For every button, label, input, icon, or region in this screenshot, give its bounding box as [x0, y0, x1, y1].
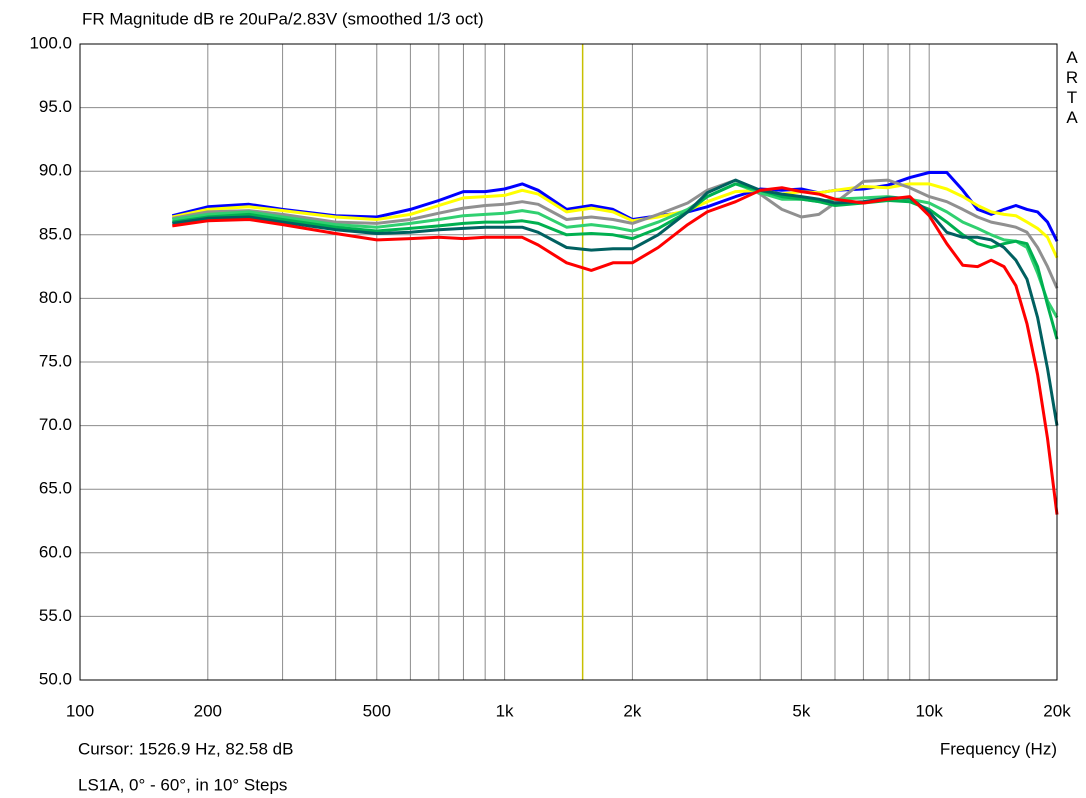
- series-line: [172, 178, 1059, 426]
- x-tick-label: 20k: [1043, 701, 1071, 720]
- series-line: [172, 182, 1059, 319]
- cursor-readout: Cursor: 1526.9 Hz, 82.58 dB: [78, 739, 293, 758]
- x-tick-label: 1k: [496, 701, 514, 720]
- y-tick-label: 80.0: [39, 288, 72, 307]
- y-tick-label: 95.0: [39, 97, 72, 116]
- x-tick-label: 10k: [915, 701, 943, 720]
- series-line: [172, 182, 1059, 340]
- x-axis-label: Frequency (Hz): [940, 739, 1057, 758]
- x-tick-label: 500: [363, 701, 391, 720]
- y-tick-label: 70.0: [39, 415, 72, 434]
- y-tick-label: 65.0: [39, 479, 72, 498]
- x-tick-label: 200: [194, 701, 222, 720]
- series-line: [172, 186, 1059, 515]
- x-tick-label: 100: [66, 701, 94, 720]
- plot-frame: [79, 43, 1058, 681]
- series-line: [171, 171, 1059, 242]
- x-tick-label: 5k: [792, 701, 810, 720]
- watermark: ARTA: [1063, 48, 1082, 128]
- y-tick-label: 75.0: [39, 351, 72, 370]
- y-tick-label: 100.0: [29, 33, 72, 52]
- y-tick-label: 55.0: [39, 606, 72, 625]
- y-tick-label: 85.0: [39, 224, 72, 243]
- x-tick-label: 2k: [623, 701, 641, 720]
- y-tick-label: 50.0: [39, 669, 72, 688]
- series-line: [171, 182, 1059, 259]
- y-tick-label: 90.0: [39, 161, 72, 180]
- y-tick-label: 60.0: [39, 542, 72, 561]
- caption: LS1A, 0° - 60°, in 10° Steps: [78, 775, 287, 794]
- chart-title: FR Magnitude dB re 20uPa/2.83V (smoothed…: [82, 9, 484, 28]
